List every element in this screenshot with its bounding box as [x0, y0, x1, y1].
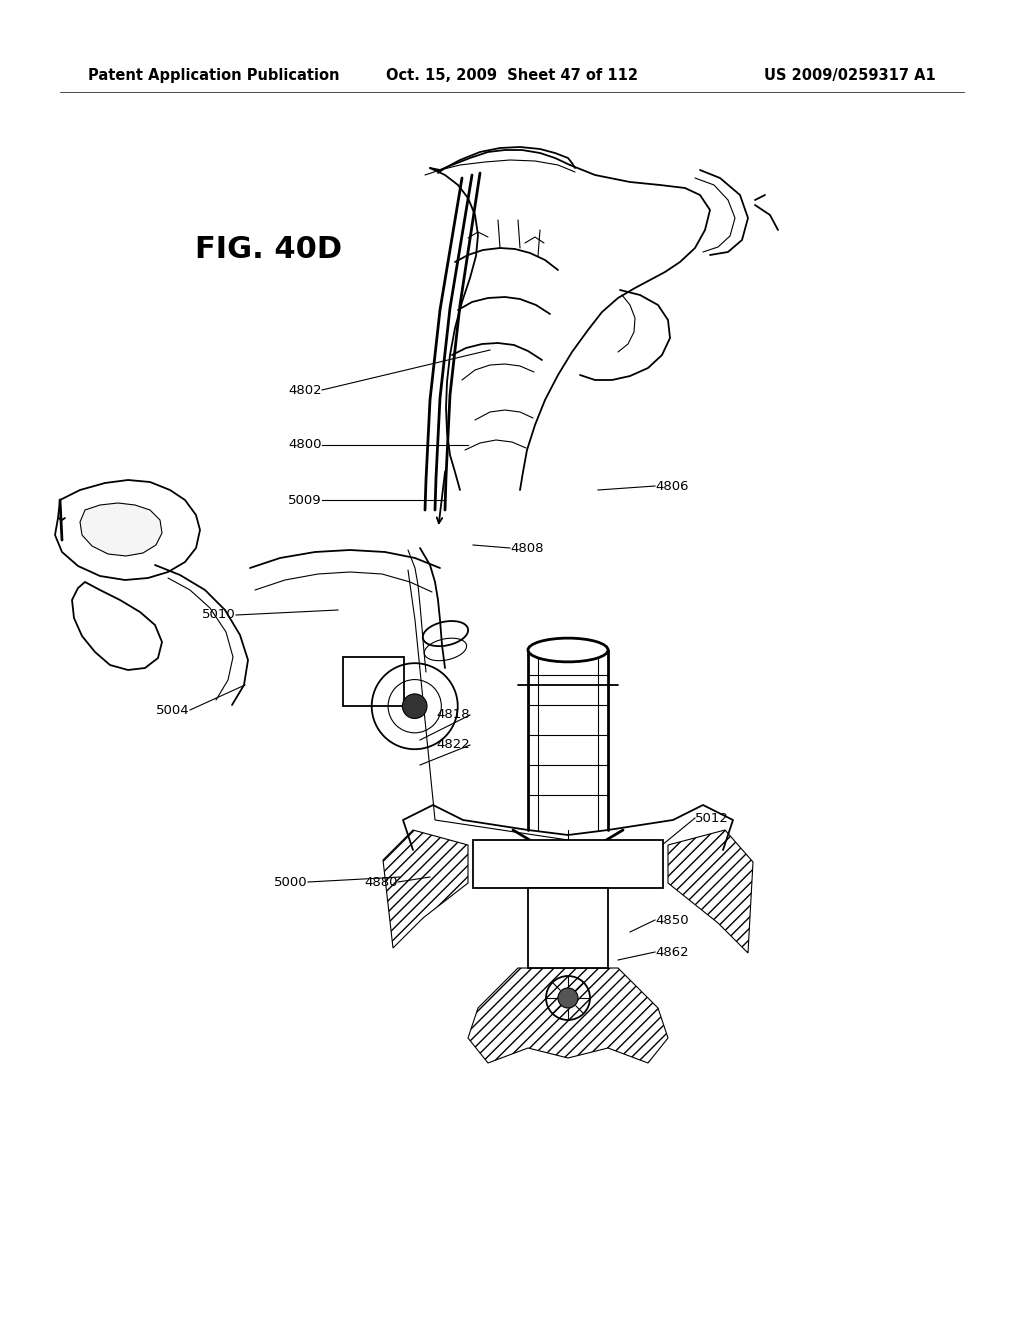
Ellipse shape	[528, 638, 608, 661]
Text: 4822: 4822	[436, 738, 470, 751]
Text: 5009: 5009	[289, 494, 322, 507]
Text: 5010: 5010	[203, 609, 236, 622]
Polygon shape	[528, 888, 608, 968]
Text: Patent Application Publication: Patent Application Publication	[88, 69, 340, 83]
Polygon shape	[473, 840, 663, 888]
Text: FIG. 40D: FIG. 40D	[195, 235, 342, 264]
Text: 5012: 5012	[695, 812, 729, 825]
Circle shape	[402, 694, 427, 718]
Circle shape	[558, 987, 578, 1008]
Text: 4800: 4800	[289, 438, 322, 451]
Text: Oct. 15, 2009  Sheet 47 of 112: Oct. 15, 2009 Sheet 47 of 112	[386, 69, 638, 83]
Text: 4808: 4808	[510, 541, 544, 554]
Polygon shape	[72, 582, 162, 671]
Text: 4806: 4806	[655, 479, 688, 492]
Text: 4850: 4850	[655, 913, 688, 927]
Text: US 2009/0259317 A1: US 2009/0259317 A1	[764, 69, 936, 83]
Polygon shape	[343, 657, 404, 706]
Text: 5000: 5000	[274, 875, 308, 888]
Text: 4818: 4818	[436, 709, 470, 722]
Polygon shape	[80, 503, 162, 556]
Text: 4862: 4862	[655, 945, 688, 958]
Polygon shape	[383, 830, 468, 948]
Text: 4880: 4880	[365, 875, 398, 888]
Polygon shape	[468, 968, 668, 1063]
Polygon shape	[668, 830, 753, 953]
Text: 5004: 5004	[157, 704, 190, 717]
Text: 4802: 4802	[289, 384, 322, 396]
Polygon shape	[55, 480, 200, 579]
